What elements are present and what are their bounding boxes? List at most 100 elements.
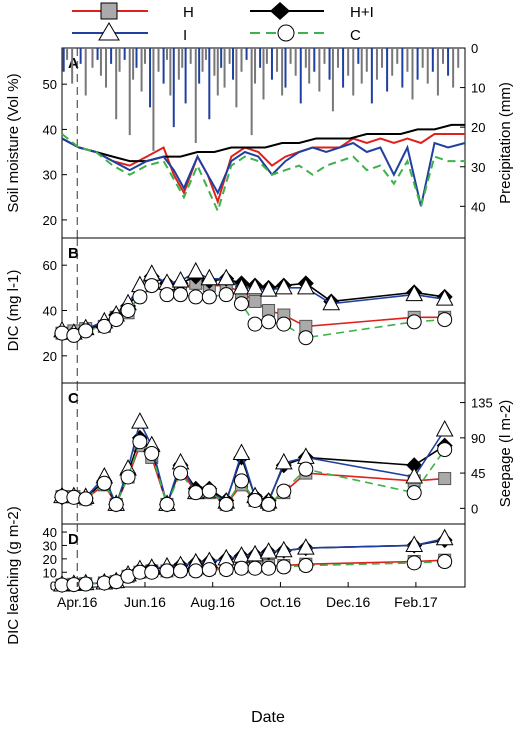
y-tick-label: 30	[43, 538, 57, 553]
right-y-tick-label: 20	[471, 120, 485, 135]
x-axis: Apr.16 Jun.16 Aug.16 Oct.16 Dec.16 Feb.17	[57, 582, 438, 610]
point-C	[78, 576, 94, 592]
series-line-C	[61, 133, 465, 214]
point-C	[201, 483, 217, 499]
y-tick-label: 30	[43, 168, 57, 183]
point-C	[437, 442, 453, 458]
legend-label-H: H	[183, 4, 194, 21]
point-C	[78, 491, 94, 507]
panel-letter: C	[68, 390, 79, 407]
y-tick-label: 135	[471, 396, 493, 411]
right-y-tick-label: 30	[471, 160, 485, 175]
series-line-HI	[61, 123, 465, 163]
legend-label-C: C	[350, 27, 361, 44]
point-C	[437, 554, 453, 570]
point-C	[298, 330, 314, 346]
point-C	[132, 434, 148, 450]
point-C	[132, 289, 148, 305]
point-C	[173, 563, 189, 579]
right-y-axis-title: Precipitation (mm)	[497, 82, 514, 204]
point-I	[200, 268, 219, 286]
point-C	[406, 555, 422, 571]
point-C	[276, 316, 292, 332]
point-C	[120, 303, 136, 318]
point-C	[218, 496, 234, 512]
point-C	[298, 461, 314, 477]
point-C	[108, 312, 124, 328]
point-C	[247, 316, 263, 332]
point-I	[171, 270, 190, 288]
point-C	[159, 496, 175, 512]
point-C	[218, 287, 234, 303]
y-tick-label: 45	[471, 466, 485, 481]
y-tick-label: 10	[43, 565, 57, 580]
point-C	[233, 296, 249, 312]
legend-marker-square	[100, 2, 118, 20]
point-C	[108, 496, 124, 512]
x-tick-label: Aug.16	[191, 594, 236, 610]
point-I	[435, 419, 454, 437]
y-tick-label: 40	[43, 525, 57, 540]
x-tick-label: Oct.16	[260, 594, 301, 610]
point-C	[247, 560, 263, 576]
point-I	[259, 542, 278, 559]
point-C	[173, 465, 189, 481]
point-C	[188, 563, 204, 579]
legend-marker-diamond	[270, 2, 290, 20]
point-C	[247, 493, 263, 508]
point-C	[96, 318, 112, 334]
point-I	[296, 277, 315, 295]
x-tick-label: Apr.16	[57, 594, 98, 610]
y-tick-label: 0	[471, 501, 478, 516]
panel-C: C 0 45 90 135 Seepage (l m-2)	[53, 382, 514, 525]
point-C	[261, 496, 277, 512]
y-tick-label: 20	[43, 213, 57, 228]
point-C	[159, 287, 175, 303]
point-I	[274, 540, 293, 558]
panel-frame	[61, 523, 466, 588]
point-I	[405, 535, 424, 552]
point-I	[405, 284, 424, 302]
point-C	[159, 563, 175, 579]
legend-entry-C: C	[250, 24, 361, 44]
x-tick-label: Dec.16	[326, 594, 371, 610]
legend-marker-triangle	[98, 22, 120, 41]
point-C	[233, 560, 249, 576]
y-tick-label: 90	[471, 431, 485, 446]
legend-marker-circle	[277, 24, 295, 42]
panel-B: B 20 40 60 DIC (mg l-1)	[5, 237, 466, 384]
y-tick-label: 40	[43, 122, 57, 137]
y-tick-label: 60	[43, 258, 57, 273]
series-line-I	[61, 137, 466, 207]
right-y-tick-label: 10	[471, 81, 485, 96]
legend-label-HI: H+I	[350, 4, 374, 21]
point-HI	[406, 457, 423, 474]
y-tick-label: 40	[43, 304, 57, 319]
point-I	[259, 280, 278, 297]
point-H	[248, 294, 262, 308]
point-C	[188, 485, 204, 501]
legend-label-I: I	[183, 27, 187, 44]
right-y-tick-label: 0	[471, 41, 478, 56]
point-I	[232, 277, 251, 295]
y-tick-label: 20	[43, 552, 57, 567]
point-I	[274, 452, 293, 470]
point-I	[142, 264, 161, 281]
point-C	[276, 483, 292, 499]
point-C	[201, 289, 217, 305]
point-I	[131, 412, 149, 429]
y-tick-label: 50	[43, 77, 57, 92]
x-axis-title: Date	[251, 709, 285, 726]
point-C	[120, 469, 136, 485]
point-C	[276, 559, 292, 575]
point-C	[406, 314, 422, 330]
y-axis-title: Soil moisture (Vol %)	[5, 73, 22, 212]
point-C	[78, 323, 94, 339]
point-I	[232, 443, 251, 460]
right-y-tick-label: 40	[471, 199, 485, 214]
x-tick-label: Jun.16	[124, 594, 166, 610]
point-C	[261, 314, 277, 330]
y-axis-title: DIC leaching (g m-2)	[5, 506, 22, 644]
legend: H H+I I C	[72, 2, 374, 44]
